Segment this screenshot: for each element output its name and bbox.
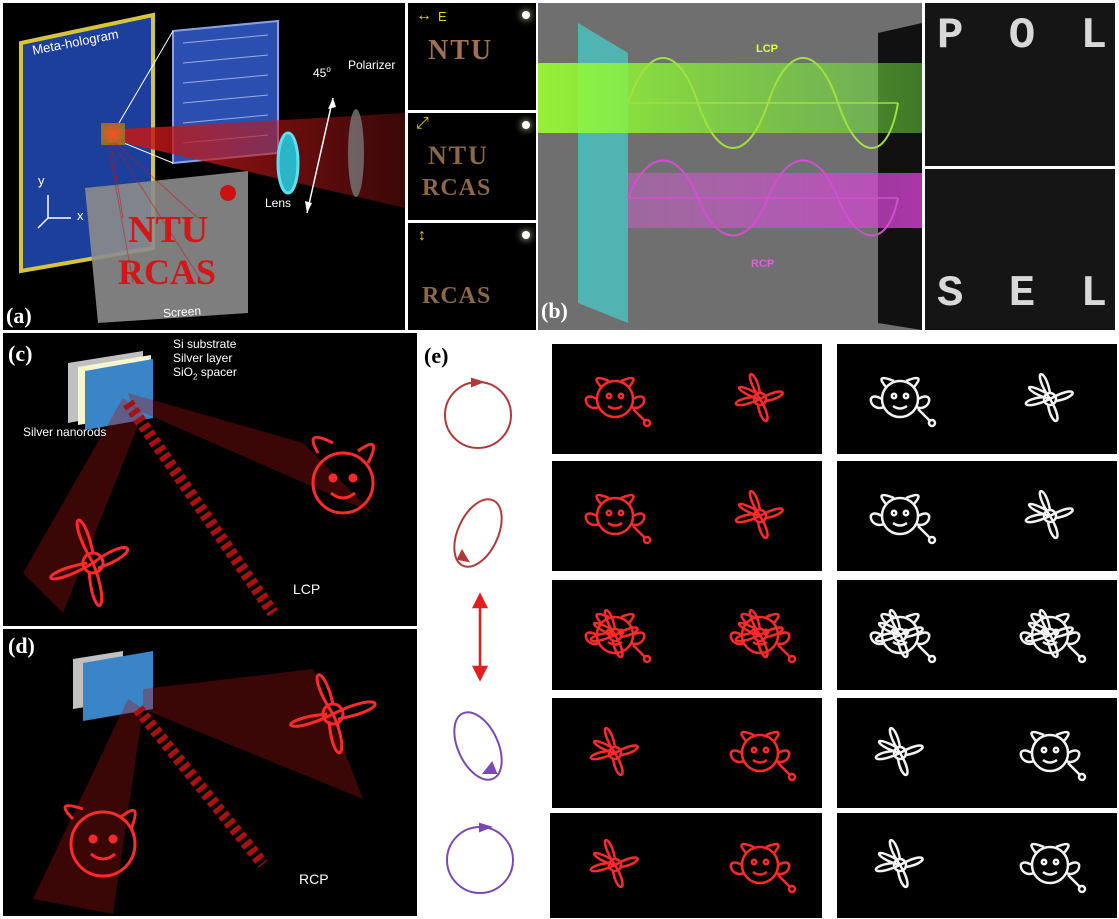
letter-o: O	[1008, 11, 1036, 61]
panel-c: Si substrate Silver layer SiO2 spacer Si…	[3, 333, 417, 626]
panel-a-illustration	[19, 12, 405, 323]
axis-x-label: x	[77, 208, 84, 223]
inset-text-1: NTU	[428, 141, 489, 170]
panel-e: (e)	[420, 333, 1119, 919]
polarization-states	[444, 377, 514, 894]
lcp-circle-icon	[444, 377, 512, 449]
light-spot	[522, 231, 530, 239]
screen-text-rcas: RCAS	[118, 252, 217, 292]
axis-y-label: y	[38, 173, 45, 188]
rcp-helix	[133, 705, 268, 868]
panel-c-illustration	[23, 351, 376, 617]
rcp-circle-icon	[446, 822, 514, 894]
hologram-image-grid	[550, 344, 1117, 918]
lens-label: Lens	[265, 196, 292, 210]
red-tile-row-1	[552, 344, 822, 454]
bee-hologram	[63, 804, 137, 878]
lcp-label: LCP	[293, 581, 321, 597]
inset-45deg: ⤢ NTU RCAS	[408, 113, 536, 220]
polarizer	[348, 109, 364, 197]
bee-hologram	[311, 435, 376, 515]
screen-label: Screen	[162, 303, 202, 321]
white-tile-row-3	[837, 580, 1117, 690]
light-spot	[522, 121, 530, 129]
silver-layer-label: Silver layer	[173, 351, 233, 365]
panel-e-label: (e)	[424, 343, 449, 368]
letter-p: P	[937, 11, 964, 61]
panel-d-label: (d)	[8, 633, 35, 658]
letter-e: E	[1008, 269, 1036, 319]
polarizer-label: Polarizer	[348, 58, 396, 72]
lens	[276, 131, 300, 195]
lcp-label: LCP	[756, 43, 778, 55]
letter-l: L	[1080, 11, 1107, 61]
white-tile-row-2	[837, 461, 1117, 571]
elliptical-left-icon	[453, 498, 503, 568]
panel-c-label: (c)	[8, 341, 33, 366]
inset-text: NTU	[428, 35, 494, 66]
panel-a-label: (a)	[6, 303, 32, 328]
inset-e-horizontal: ↔ E NTU	[408, 3, 536, 110]
screen	[85, 171, 248, 323]
nanorods-label: Silver nanorods	[23, 425, 107, 439]
red-tile-row-2	[552, 461, 822, 571]
panel-d: RCP (d)	[3, 629, 417, 916]
pol-arrow-horizontal-icon: ↔	[416, 7, 432, 24]
pol-arrow-vertical-icon: ↕	[418, 227, 426, 244]
letters-sel: S E L	[937, 269, 1107, 319]
panel-b-label: (b)	[541, 298, 568, 323]
spacer-label: SiO2 spacer	[173, 365, 237, 382]
panel-b: LCP RCP (b)	[538, 3, 922, 330]
pol-label-e: E	[438, 9, 447, 24]
si-substrate-label: Si substrate	[173, 337, 237, 351]
metasurface-block	[83, 651, 153, 721]
panel-d-illustration	[33, 651, 377, 914]
inset-text-2: RCAS	[422, 283, 492, 309]
letter-s: S	[937, 269, 964, 319]
flower-hologram	[289, 673, 377, 755]
inset-pol: P O L	[925, 3, 1115, 166]
panel-b-illustration	[538, 3, 922, 330]
red-tile-row-4	[552, 698, 822, 808]
angle-label: 45o	[313, 65, 331, 80]
inset-text-2: RCAS	[422, 175, 492, 201]
red-tile-row-5	[550, 813, 822, 918]
letters-pol: P O L	[937, 11, 1107, 61]
white-tile-row-4	[837, 698, 1117, 808]
elliptical-right-icon	[453, 711, 503, 781]
hologram-chip	[101, 123, 125, 145]
red-tile-row-3	[552, 580, 822, 690]
screen-text-ntu: NTU	[128, 209, 209, 251]
inset-sel: S E L	[925, 169, 1115, 330]
white-tile-row-1	[837, 344, 1117, 454]
light-spot	[522, 11, 530, 19]
rcp-label: RCP	[751, 258, 775, 270]
pol-arrow-diagonal-icon: ⤢	[416, 115, 429, 132]
rcp-label: RCP	[299, 871, 329, 887]
flower-hologram	[49, 518, 130, 607]
inset-vertical: ↕ RCAS	[408, 223, 536, 330]
panel-a: Meta-hologram Polarizer Lens 45o NTU RCA…	[3, 3, 405, 330]
linear-polarization-icon	[471, 592, 489, 682]
white-tile-row-5	[837, 813, 1117, 918]
letter-l: L	[1080, 269, 1107, 319]
lcp-helix	[123, 399, 278, 617]
